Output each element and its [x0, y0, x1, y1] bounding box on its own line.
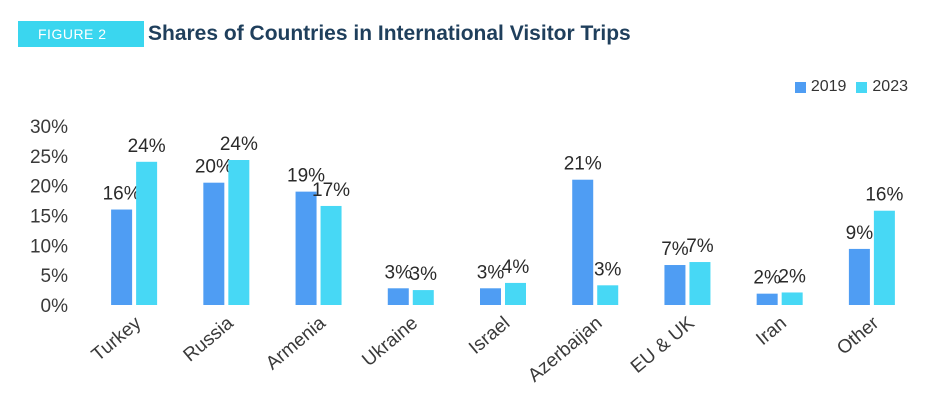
figure-header: FIGURE 2 Shares of Countries in Internat… [18, 20, 631, 48]
data-label: 19% [287, 166, 325, 187]
bar-2019-israel [480, 288, 501, 305]
bar-2019-turkey [111, 209, 133, 305]
bar-2019-other [848, 248, 870, 305]
bar-2023-iran [781, 292, 803, 305]
bar-2019-armenia [295, 191, 317, 305]
data-label: 17% [312, 180, 350, 201]
y-tick-label: 5% [41, 266, 69, 287]
data-label: 24% [128, 136, 166, 157]
bar-2023-armenia [320, 205, 342, 305]
data-label: 20% [195, 157, 233, 178]
y-tick-label: 0% [41, 296, 69, 317]
legend-swatch-2019 [794, 81, 806, 93]
y-tick-label: 10% [30, 236, 68, 257]
bar-2023-other [873, 210, 895, 305]
bar-2019-azerbaijan [572, 179, 594, 305]
data-label: 4% [502, 257, 530, 278]
bar-2023-turkey [136, 161, 158, 305]
data-label: 21% [564, 154, 602, 175]
x-tick-label: Azerbaijan [524, 313, 606, 387]
x-tick-label: Iran [752, 313, 791, 350]
legend-label-2019: 2019 [810, 78, 847, 95]
bar-2019-iran [756, 293, 778, 305]
bar-2019-ukraine [387, 288, 409, 305]
bar-2023-eu-uk [689, 262, 711, 305]
x-tick-label: Turkey [88, 312, 146, 365]
bar-2023-israel [505, 282, 526, 305]
chart-title: Shares of Countries in International Vis… [148, 22, 631, 45]
bar-2023-russia [228, 160, 250, 305]
y-tick-label: 25% [30, 147, 68, 168]
data-label: 3% [594, 259, 622, 280]
legend-swatch-2023 [856, 81, 868, 93]
bar-2019-eu-uk [664, 265, 686, 305]
data-label: 3% [477, 262, 505, 283]
y-tick-label: 15% [30, 207, 68, 228]
data-label: 16% [103, 184, 141, 205]
y-tick-label: 30% [30, 117, 68, 138]
x-tick-label: Ukraine [358, 313, 422, 371]
data-label: 24% [220, 134, 258, 155]
x-tick-label: Other [833, 312, 883, 359]
data-label: 2% [753, 268, 781, 289]
x-tick-label: Russia [180, 312, 238, 366]
x-tick-label: EU & UK [627, 313, 699, 378]
data-label: 2% [778, 266, 806, 287]
figure-label: FIGURE 2 [18, 21, 144, 47]
y-tick-label: 20% [30, 177, 68, 198]
legend: 2019 2023 [785, 78, 908, 96]
x-tick-label: Israel [465, 313, 514, 359]
bar-2023-azerbaijan [597, 285, 619, 305]
legend-label-2023: 2023 [872, 78, 908, 95]
x-tick-label: Armenia [262, 312, 330, 374]
data-label: 3% [385, 262, 413, 283]
data-label: 9% [846, 223, 874, 244]
data-label: 3% [410, 264, 438, 285]
bar-2019-russia [203, 182, 225, 305]
data-label: 7% [686, 236, 714, 257]
bar-2023-ukraine [412, 290, 434, 305]
data-label: 16% [865, 185, 903, 206]
data-label: 7% [661, 239, 689, 260]
